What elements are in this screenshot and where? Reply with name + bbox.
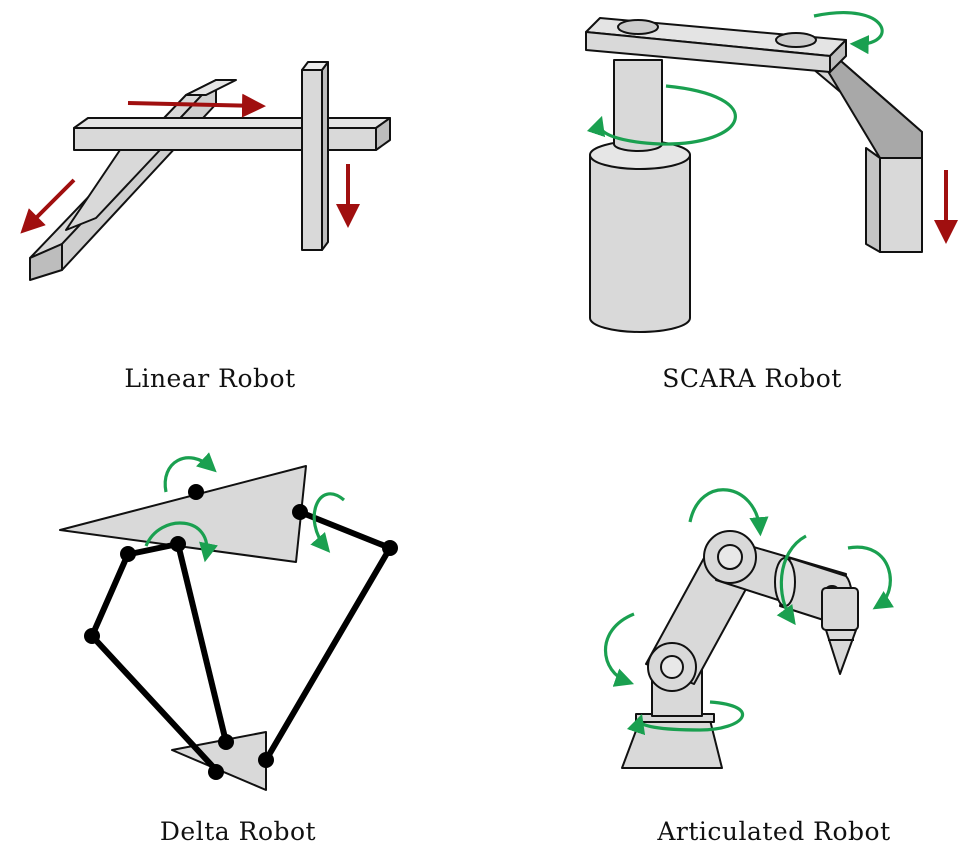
- delta-joint: [258, 752, 274, 768]
- delta-joint: [120, 546, 136, 562]
- articulated-base: [621, 719, 723, 769]
- delta-joint: [382, 540, 398, 556]
- scara-base-cylinder: [589, 140, 691, 333]
- articulated-wrist-roll-arrow: [776, 534, 807, 626]
- delta-joint: [170, 536, 186, 552]
- articulated-gripper-tip: [825, 629, 857, 675]
- linear-horizontal-rail: [73, 117, 391, 151]
- linear-diagonal-rail-front: [65, 149, 161, 231]
- linear-vertical-rail: [301, 61, 329, 251]
- delta-joint: [218, 734, 234, 750]
- delta-rotation-arrow-right: [310, 492, 346, 553]
- delta-joint: [208, 764, 224, 780]
- scara-elbow-rotation-arrow: [813, 11, 884, 55]
- linear-x-arrow: [127, 93, 266, 118]
- delta-robot-caption: Delta Robot: [159, 817, 317, 846]
- linear-robot-illustration: [20, 61, 391, 281]
- scara-robot-caption: SCARA Robot: [662, 364, 842, 393]
- delta-arm-left: [88, 551, 219, 773]
- articulated-wrist-pitch-arrow: [847, 545, 894, 610]
- articulated-shoulder-pin: [660, 655, 684, 679]
- delta-robot-illustration: [59, 452, 398, 791]
- delta-arm-middle: [175, 541, 229, 745]
- articulated-robot-caption: Articulated Robot: [657, 817, 891, 846]
- articulated-elbow-pin: [717, 544, 743, 570]
- delta-joint: [188, 484, 204, 500]
- scara-robot-illustration: [585, 11, 958, 333]
- scara-base-rotation-arrow: [586, 84, 737, 146]
- articulated-shoulder-rotation-arrow: [604, 612, 635, 687]
- delta-joint: [84, 628, 100, 644]
- delta-rotation-arrow-top: [163, 452, 217, 493]
- delta-arm-left-upper: [127, 541, 181, 557]
- scara-column: [613, 59, 663, 152]
- linear-robot-caption: Linear Robot: [124, 364, 296, 393]
- delta-rotation-arrow-center: [144, 521, 218, 563]
- articulated-robot-illustration: [604, 488, 894, 769]
- articulated-base-rotation-arrow: [626, 700, 745, 736]
- delta-joint: [292, 504, 308, 520]
- scara-top-plate: [585, 17, 847, 73]
- linear-y-arrow: [20, 178, 76, 234]
- scara-end-column: [865, 147, 923, 253]
- articulated-gripper-body: [821, 587, 859, 631]
- articulated-elbow-rotation-arrow: [688, 488, 769, 537]
